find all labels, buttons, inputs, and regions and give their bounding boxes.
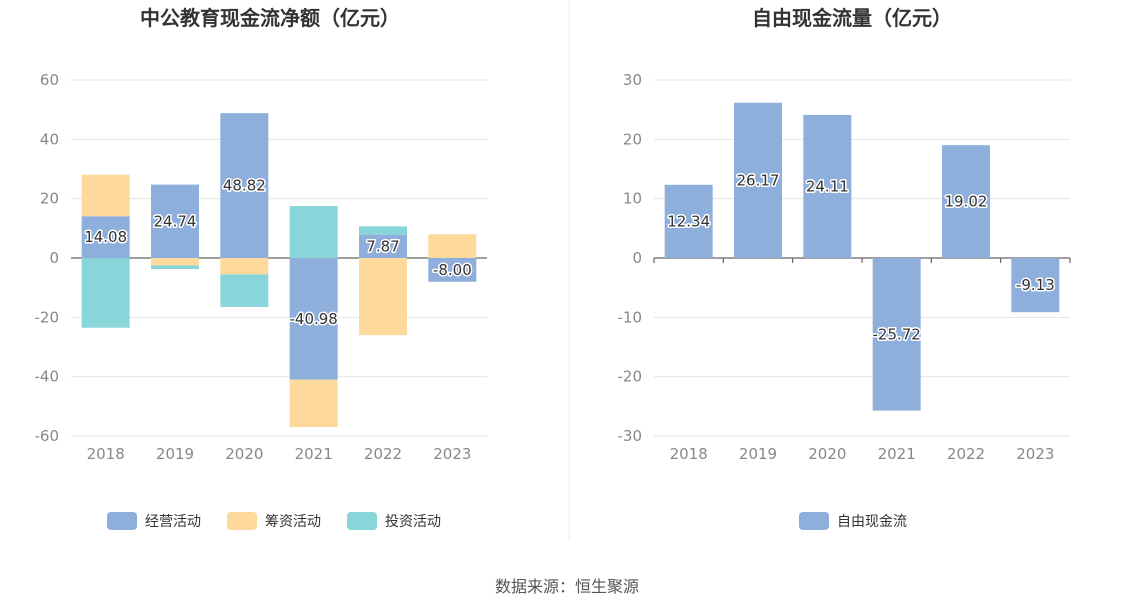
x-tick-label: 2021 [295, 445, 333, 463]
data-label: 24.11 [806, 177, 849, 195]
bar-投资活动 [359, 226, 407, 235]
legend-swatch [227, 512, 257, 530]
data-label: -25.72 [872, 325, 920, 343]
y-tick-label: -20 [35, 308, 60, 326]
bar-筹资活动 [81, 174, 130, 217]
legend-swatch [107, 512, 137, 530]
y-tick-label: -30 [618, 427, 643, 445]
bar-筹资活动 [428, 234, 477, 258]
bar-自由现金流 [734, 102, 782, 258]
bar-经营活动 [81, 216, 130, 258]
y-tick-label: 10 [623, 190, 642, 208]
data-label: 12.34 [667, 212, 710, 230]
bar-经营活动 [289, 258, 338, 380]
data-label: 48.82 [223, 177, 266, 195]
legend-label: 投资活动 [385, 514, 441, 530]
data-label: 7.87 [366, 237, 399, 255]
x-tick-label: 2019 [739, 445, 777, 463]
data-label: 19.02 [945, 193, 988, 211]
bar-投资活动 [151, 265, 199, 269]
bar-筹资活动 [220, 258, 269, 275]
y-tick-label: 30 [623, 71, 642, 89]
bar-投资活动 [220, 274, 269, 307]
left-chart-title: 中公教育现金流净额（亿元） [140, 6, 400, 30]
bar-自由现金流 [803, 114, 852, 259]
bar-筹资活动 [289, 379, 338, 428]
x-tick-label: 2023 [1016, 445, 1054, 463]
right-chart-title: 自由现金流量（亿元） [752, 6, 952, 30]
legend-label: 经营活动 [145, 514, 201, 530]
bar-投资活动 [81, 258, 130, 328]
y-tick-label: 20 [40, 190, 59, 208]
x-tick-label: 2020 [808, 445, 846, 463]
data-label: -9.13 [1016, 276, 1055, 294]
legend-label: 筹资活动 [265, 513, 321, 530]
data-label: 26.17 [737, 171, 780, 189]
x-tick-label: 2021 [878, 445, 916, 463]
bar-经营活动 [151, 184, 199, 258]
y-tick-label: 0 [632, 249, 642, 267]
bar-自由现金流 [872, 258, 921, 411]
x-tick-label: 2023 [433, 445, 471, 463]
x-tick-label: 2020 [225, 445, 263, 463]
y-tick-label: 20 [623, 130, 642, 148]
bar-自由现金流 [664, 184, 713, 258]
data-label: 14.08 [84, 228, 127, 246]
bar-自由现金流 [1011, 258, 1060, 313]
bar-筹资活动 [359, 258, 407, 336]
bar-经营活动 [220, 113, 269, 259]
y-tick-label: -40 [35, 368, 60, 386]
bar-经营活动 [428, 258, 477, 282]
y-tick-label: 0 [49, 249, 59, 267]
legend-swatch [799, 512, 829, 530]
data-label: -40.98 [289, 310, 337, 328]
cashflow-net-chart: 中公教育现金流净额（亿元） 60 40 20 0 -20 -40 -60 2018 2019 20… [35, 6, 487, 530]
x-tick-label: 2022 [364, 445, 402, 463]
y-tick-label: -20 [618, 368, 643, 386]
bar-筹资活动 [151, 258, 199, 266]
y-tick-label: -60 [35, 427, 60, 445]
data-source: 数据来源：恒生聚源 [495, 577, 639, 596]
legend-swatch [347, 512, 377, 530]
x-tick-label: 2022 [947, 445, 985, 463]
y-tick-label: 60 [40, 71, 59, 89]
y-tick-label: -10 [618, 308, 643, 326]
x-tick-label: 2019 [156, 445, 194, 463]
y-tick-label: 40 [40, 130, 59, 148]
bar-投资活动 [289, 206, 338, 258]
x-tick-label: 2018 [87, 445, 125, 463]
x-tick-label: 2018 [670, 445, 708, 463]
free-cashflow-chart: 自由现金流量（亿元） 30 20 10 0 -10 -20 -30 2018 2019 2020 2… [618, 6, 1071, 530]
legend-label: 自由现金流 [837, 514, 907, 530]
data-label: 24.74 [154, 212, 197, 230]
data-label: -8.00 [433, 261, 472, 279]
bar-自由现金流 [942, 145, 990, 258]
bar-经营活动 [359, 234, 407, 258]
